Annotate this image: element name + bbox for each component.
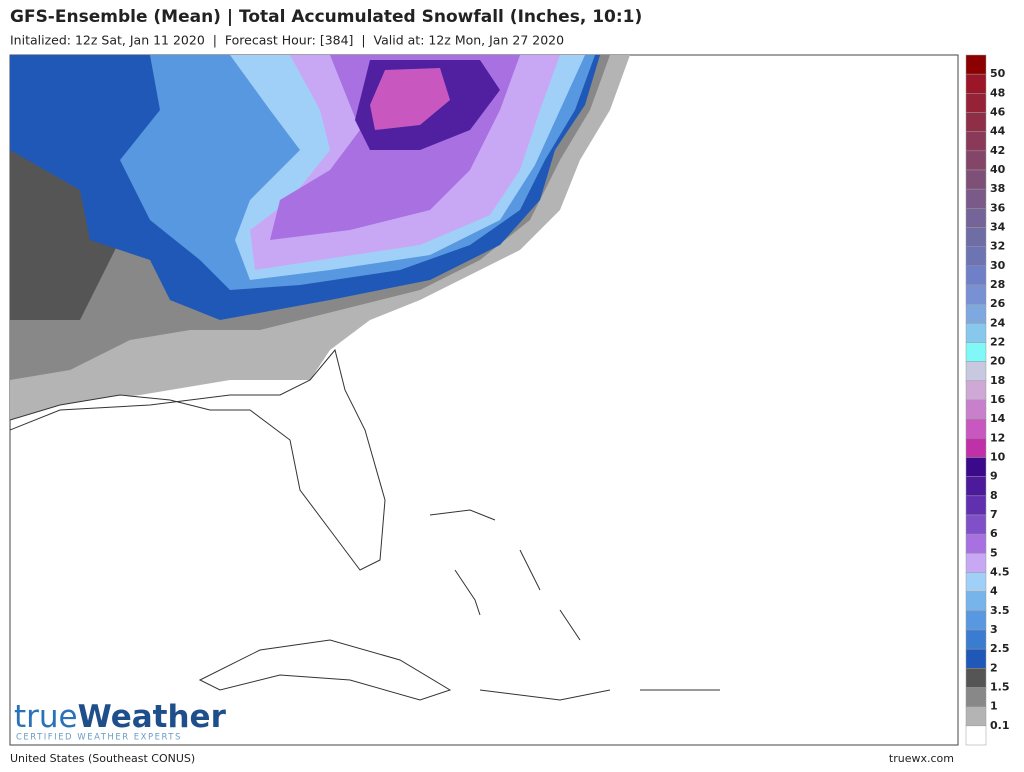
legend-swatch [965, 399, 987, 420]
legend: 5048464442403836343230282624222018161412… [965, 54, 1010, 746]
legend-label: 50 [990, 67, 1006, 80]
legend-label: 14 [990, 412, 1006, 425]
legend-label: 48 [990, 86, 1005, 99]
legend-swatch [965, 610, 987, 631]
legend-swatch [965, 418, 987, 439]
legend-swatch [965, 380, 987, 401]
legend-label: 28 [990, 278, 1005, 291]
legend-swatch [965, 227, 987, 247]
legend-label: 2 [990, 661, 998, 674]
legend-swatch [965, 208, 987, 228]
legend-label: 7 [990, 508, 998, 521]
islands [429, 509, 720, 701]
legend-swatch [965, 93, 987, 113]
legend-label: 22 [990, 336, 1005, 349]
legend-swatch [965, 591, 987, 612]
legend-label: 0.1 [990, 719, 1010, 732]
footer-site: truewx.com [889, 752, 954, 765]
legend-label: 3 [990, 623, 998, 636]
legend-label: 36 [990, 201, 1006, 214]
logo-part2: Weather [78, 699, 227, 735]
legend-label: 1.5 [990, 681, 1010, 694]
legend-label: 34 [990, 221, 1006, 234]
legend-label: 12 [990, 431, 1005, 444]
legend-swatch [965, 112, 987, 132]
legend-label: 30 [990, 259, 1006, 272]
legend-swatch [965, 54, 987, 75]
legend-swatch [965, 725, 987, 746]
legend-swatch [965, 687, 987, 707]
legend-swatch [965, 572, 987, 592]
legend-label: 46 [990, 106, 1006, 119]
legend-label: 5 [990, 546, 998, 559]
legend-label: 26 [990, 297, 1006, 310]
legend-swatch [965, 514, 987, 535]
legend-swatch [965, 648, 987, 669]
title: GFS-Ensemble (Mean) | Total Accumulated … [10, 7, 642, 27]
footer-region: United States (Southeast CONUS) [10, 752, 195, 765]
cuba [198, 639, 452, 701]
legend-swatch [965, 265, 987, 286]
legend-label: 32 [990, 240, 1005, 253]
legend-label: 42 [990, 144, 1005, 157]
florida-coast [10, 348, 386, 571]
legend-label: 2.5 [990, 642, 1010, 655]
legend-label: 6 [990, 527, 998, 540]
legend-label: 38 [990, 182, 1005, 195]
logo-tagline: CERTIFIED WEATHER EXPERTS [16, 733, 182, 743]
legend-label: 24 [990, 316, 1006, 329]
legend-swatch [965, 553, 987, 573]
legend-label: 1 [990, 700, 998, 713]
legend-label: 16 [990, 393, 1006, 406]
legend-swatch [965, 246, 987, 267]
logo-part1: true [14, 699, 78, 735]
logo: trueWeather [14, 699, 227, 735]
legend-label: 8 [990, 489, 998, 502]
legend-swatch [965, 533, 987, 554]
legend-label: 4.5 [990, 566, 1010, 579]
legend-label: 3.5 [990, 604, 1010, 617]
legend-label: 40 [990, 163, 1006, 176]
subtitle: Initalized: 12z Sat, Jan 11 2020 | Forec… [10, 33, 564, 48]
legend-swatch [965, 342, 987, 362]
legend-swatch [965, 668, 987, 688]
legend-swatch [965, 457, 987, 477]
legend-swatch [965, 495, 987, 516]
legend-label: 44 [990, 125, 1006, 138]
legend-swatch [965, 323, 987, 343]
legend-label: 4 [990, 585, 998, 598]
legend-swatch [965, 706, 987, 727]
legend-swatch [965, 150, 987, 171]
legend-label: 18 [990, 374, 1005, 387]
legend-swatch [965, 476, 987, 497]
snow-12in [370, 68, 450, 130]
legend-label: 20 [990, 355, 1006, 368]
legend-swatch [965, 73, 987, 94]
legend-swatch [965, 284, 987, 305]
legend-swatch [965, 131, 987, 152]
legend-swatch [965, 438, 987, 458]
legend-swatch [965, 361, 987, 382]
legend-label: 10 [990, 451, 1006, 464]
legend-swatch [965, 188, 987, 209]
map: trueWeather CERTIFIED WEATHER EXPERTS [9, 54, 959, 746]
legend-swatch [965, 303, 987, 324]
legend-label: 9 [990, 470, 998, 483]
legend-swatch [965, 169, 987, 190]
legend-swatch [965, 629, 987, 650]
